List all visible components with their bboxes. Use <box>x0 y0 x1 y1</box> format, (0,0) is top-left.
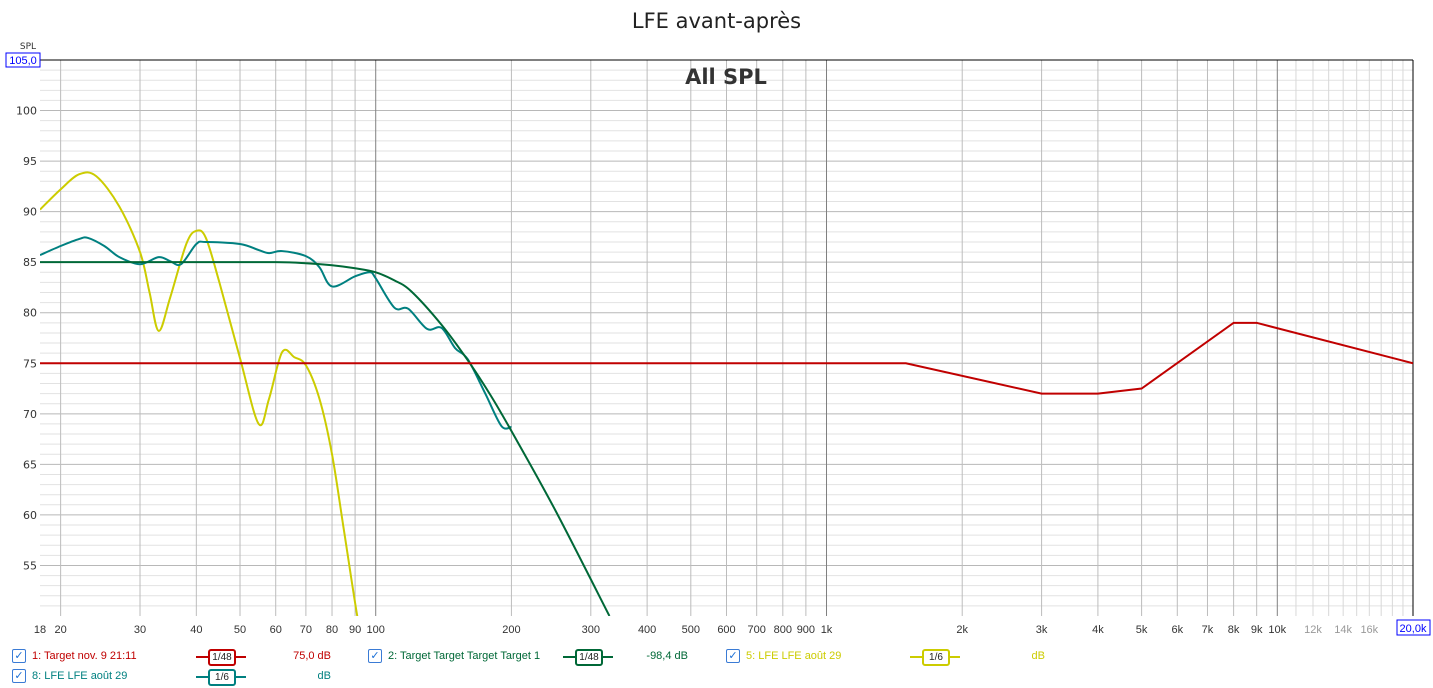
legend-label: 1: Target nov. 9 21:11 <box>32 650 137 662</box>
chart-title: LFE avant-après <box>631 9 802 33</box>
y-tick-label: 75 <box>23 357 37 370</box>
y-tick-label: 60 <box>23 509 37 522</box>
y-max-marker-box <box>5 52 41 68</box>
x-tick-label: 800 <box>774 624 792 636</box>
y-tick-label: 80 <box>23 307 37 320</box>
y-tick-label: 55 <box>23 559 37 572</box>
y-max-marker: 105,0 <box>9 55 37 67</box>
smoothing-label: 1/6 <box>922 649 950 666</box>
y-tick-label: 100 <box>16 105 37 118</box>
legend-item: ✓ 5: LFE LFE août 29 <box>726 648 841 664</box>
legend-checkbox[interactable]: ✓ <box>12 669 26 683</box>
x-tick-label: 2k <box>956 624 968 636</box>
x-tick-label: 7k <box>1202 624 1214 636</box>
series-group <box>40 171 1413 616</box>
x-tick-label: 50 <box>234 624 246 636</box>
legend-checkbox[interactable]: ✓ <box>368 649 382 663</box>
legend-item: ✓ 2: Target Target Target Target 1 <box>368 648 540 664</box>
legend-value: dB <box>317 670 331 682</box>
x-tick-label: 12k <box>1304 624 1322 636</box>
legend-item: ✓ 1: Target nov. 9 21:11 <box>12 648 137 664</box>
y-tick-label: 70 <box>23 408 37 421</box>
x-tick-label: 80 <box>326 624 338 636</box>
y-tick-label: 65 <box>23 458 37 471</box>
smoothing-button[interactable]: 1/6 <box>196 669 246 686</box>
x-tick-label: 500 <box>682 624 700 636</box>
smoothing-label: 1/48 <box>575 649 603 666</box>
series-line-4 <box>40 236 512 430</box>
x-tick-label: 16k <box>1360 624 1378 636</box>
x-tick-label: 300 <box>582 624 600 636</box>
smoothing-label: 1/48 <box>208 649 236 666</box>
x-tick-label: 20 <box>55 624 67 636</box>
legend-label: 2: Target Target Target Target 1 <box>388 650 541 662</box>
x-tick-label: 9k <box>1251 624 1263 636</box>
x-tick-label: 400 <box>638 624 656 636</box>
x-max-marker: 20,0k <box>1400 623 1427 635</box>
x-tick-label: 30 <box>134 624 146 636</box>
x-tick-label: 60 <box>270 624 282 636</box>
chart-subtitle: All SPL <box>685 65 767 89</box>
legend-checkbox[interactable]: ✓ <box>726 649 740 663</box>
smoothing-label: 1/6 <box>208 669 236 686</box>
legend-value: 75,0 dB <box>293 650 331 662</box>
series-line-3 <box>40 171 359 616</box>
smoothing-button[interactable]: 1/48 <box>196 649 246 666</box>
x-tick-label: 40 <box>190 624 202 636</box>
y-tick-label: 85 <box>23 256 37 269</box>
x-tick-label: 90 <box>349 624 361 636</box>
x-tick-label: 18 <box>34 624 46 636</box>
x-tick-label: 8k <box>1228 624 1240 636</box>
x-tick-label: 600 <box>717 624 735 636</box>
legend-label: 5: LFE LFE août 29 <box>746 650 842 662</box>
legend-checkbox[interactable]: ✓ <box>12 649 26 663</box>
x-max-marker-box <box>1396 619 1431 636</box>
y-axis-label: SPL <box>20 42 36 52</box>
x-tick-label: 1k <box>821 624 833 636</box>
x-tick-label: 5k <box>1136 624 1148 636</box>
x-tick-label: 6k <box>1171 624 1183 636</box>
y-tick-label: 90 <box>23 206 37 219</box>
x-tick-label: 3k <box>1036 624 1048 636</box>
series-line-2 <box>40 261 611 616</box>
x-tick-label: 200 <box>502 624 520 636</box>
x-tick-label: 4k <box>1092 624 1104 636</box>
legend-label: 8: LFE LFE août 29 <box>32 670 128 682</box>
smoothing-button[interactable]: 1/6 <box>910 649 960 666</box>
legend-item: ✓ 8: LFE LFE août 29 <box>12 668 127 684</box>
x-tick-label: 70 <box>300 624 312 636</box>
x-tick-label: 900 <box>797 624 815 636</box>
series-line-1 <box>40 321 1413 395</box>
legend-value: -98,4 dB <box>646 650 688 662</box>
smoothing-button[interactable]: 1/48 <box>563 649 613 666</box>
x-tick-label: 700 <box>747 624 765 636</box>
x-tick-label: 10k <box>1268 624 1286 636</box>
legend-value: dB <box>1031 650 1045 662</box>
x-tick-label: 14k <box>1334 624 1352 636</box>
x-tick-label: 100 <box>367 624 385 636</box>
y-tick-label: 95 <box>23 155 37 168</box>
